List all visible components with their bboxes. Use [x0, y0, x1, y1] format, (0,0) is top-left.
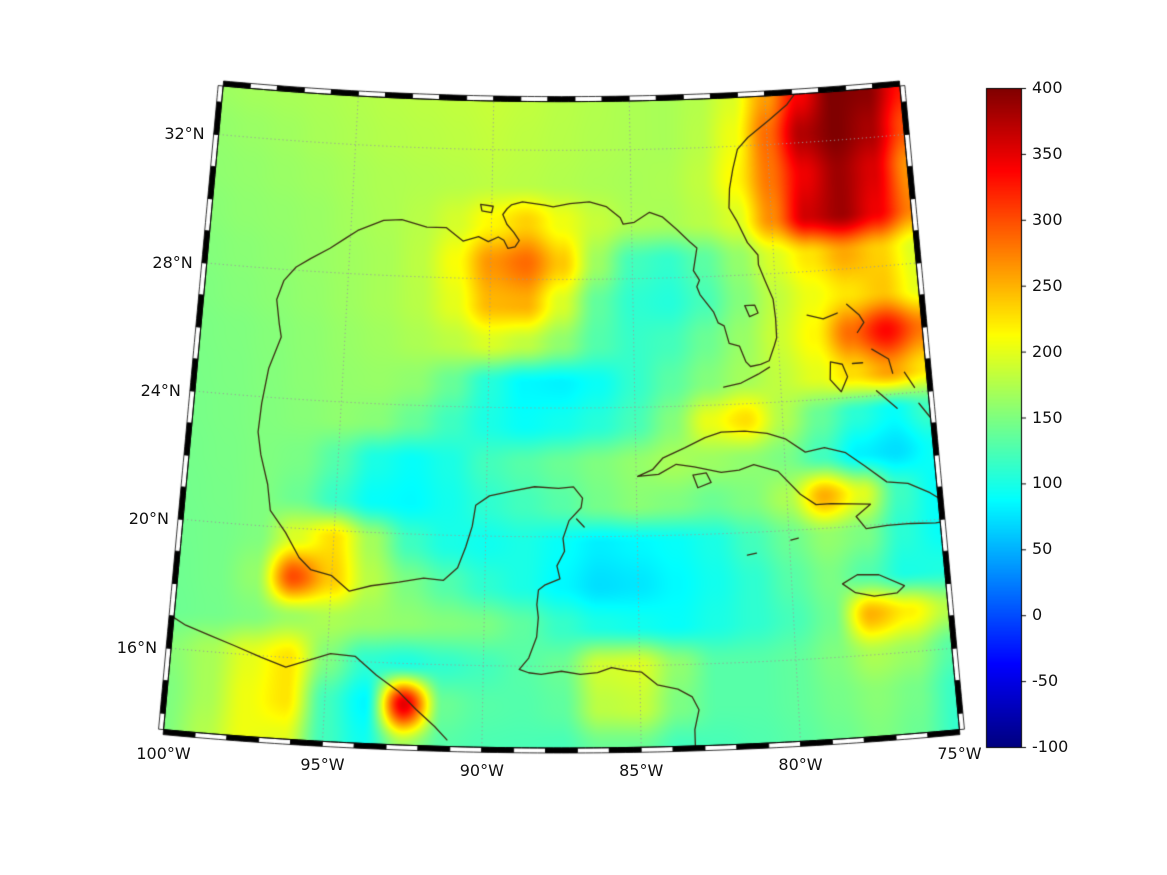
colorbar-tick-label-300: 300	[1032, 209, 1063, 229]
x-tick-label-80w: 80°W	[778, 755, 823, 775]
colorbar-tick-label-150: 150	[1032, 407, 1063, 427]
colorbar-tick-label-200: 200	[1032, 341, 1063, 361]
x-tick-label-75w: 75°W	[937, 743, 982, 763]
y-tick-label-20n: 20°N	[128, 509, 170, 529]
colorbar-tick-label-50: 50	[1032, 539, 1053, 559]
colorbar-tick-label-100: 100	[1032, 473, 1063, 493]
x-tick-label-90w: 90°W	[459, 761, 504, 781]
colorbar-tick-label-250: 250	[1032, 275, 1063, 295]
y-tick-label-28n: 28°N	[152, 253, 193, 272]
y-tick-label-16n: 16°N	[116, 638, 158, 658]
colorbar-tick-label-400: 400	[1032, 78, 1063, 97]
y-tick-label-32n: 32°N	[164, 124, 205, 144]
y-tick-label-24n: 24°N	[140, 381, 181, 401]
x-tick-label-85w: 85°W	[619, 761, 664, 781]
colorbar-tick-label-350: 350	[1032, 143, 1063, 163]
colorbar-tick-label-0: 0	[1032, 605, 1043, 625]
x-tick-label-100w: 100°W	[136, 743, 191, 763]
x-tick-label-95w: 95°W	[300, 755, 345, 775]
colorbar-tick-label-neg100: -100	[1032, 737, 1069, 756]
colorbar-tick-label-neg50: -50	[1032, 671, 1059, 691]
